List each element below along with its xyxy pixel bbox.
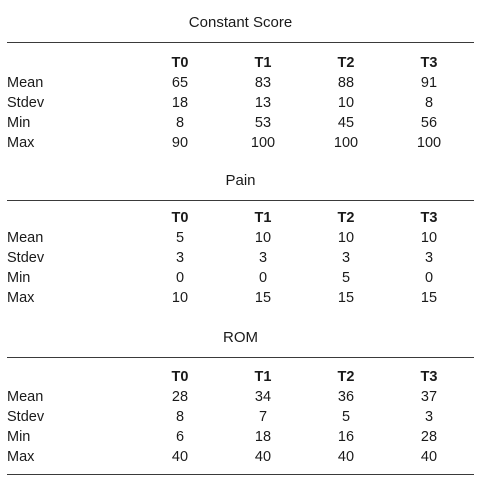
table-row: Max 90 100 100 100 <box>7 134 474 153</box>
table-row: Max 10 15 15 15 <box>7 289 474 308</box>
table-cell: 34 <box>254 389 272 405</box>
table-cell: 0 <box>175 270 185 286</box>
table-cell: 65 <box>171 75 189 91</box>
table-row: Mean 28 34 36 37 <box>7 388 474 407</box>
column-header: T3 <box>420 55 438 71</box>
table-row: Stdev 8 7 5 3 <box>7 408 474 427</box>
table-row: Mean 5 10 10 10 <box>7 229 474 248</box>
section-title: ROM <box>223 329 258 346</box>
table-cell: 56 <box>420 115 438 131</box>
column-header: T2 <box>337 55 355 71</box>
table-row: Stdev 3 3 3 3 <box>7 249 474 268</box>
table-cell: 10 <box>254 230 272 246</box>
table-cell: 15 <box>420 290 438 306</box>
column-header-row: T0 T1 T2 T3 <box>7 368 474 387</box>
column-header-row: T0 T1 T2 T3 <box>7 54 474 73</box>
table-cell: 88 <box>337 75 355 91</box>
table-cell: 5 <box>175 230 185 246</box>
row-label: Min <box>7 115 31 131</box>
table-cell: 0 <box>424 270 434 286</box>
row-label: Max <box>7 135 35 151</box>
table-cell: 28 <box>420 429 438 445</box>
row-label: Mean <box>7 389 44 405</box>
table-cell: 7 <box>258 409 268 425</box>
table-row: Stdev 18 13 10 8 <box>7 94 474 113</box>
table-cell: 3 <box>341 250 351 266</box>
table-cell: 18 <box>254 429 272 445</box>
column-header: T2 <box>337 369 355 385</box>
table-cell: 40 <box>337 449 355 465</box>
row-label: Max <box>7 290 35 306</box>
row-label: Mean <box>7 75 44 91</box>
table-cell: 100 <box>250 135 276 151</box>
column-header: T3 <box>420 210 438 226</box>
table-cell: 40 <box>420 449 438 465</box>
table-cell: 6 <box>175 429 185 445</box>
column-header: T1 <box>254 210 272 226</box>
row-label: Min <box>7 429 31 445</box>
table-cell: 3 <box>258 250 268 266</box>
table-row: Max 40 40 40 40 <box>7 448 474 467</box>
table-cell: 40 <box>254 449 272 465</box>
section-divider <box>7 200 474 201</box>
table-cell: 15 <box>254 290 272 306</box>
row-label: Stdev <box>7 95 45 111</box>
table-cell: 10 <box>420 230 438 246</box>
column-header: T3 <box>420 369 438 385</box>
table-row: Min 8 53 45 56 <box>7 114 474 133</box>
table-cell: 3 <box>175 250 185 266</box>
column-header-row: T0 T1 T2 T3 <box>7 209 474 228</box>
section-title: Pain <box>225 172 256 189</box>
table-cell: 15 <box>337 290 355 306</box>
table-cell: 3 <box>424 250 434 266</box>
table-cell: 83 <box>254 75 272 91</box>
table-cell: 100 <box>333 135 359 151</box>
table-cell: 18 <box>171 95 189 111</box>
table-cell: 8 <box>175 115 185 131</box>
table-cell: 10 <box>171 290 189 306</box>
table-bottom-rule <box>7 474 474 475</box>
section-divider <box>7 357 474 358</box>
table-cell: 8 <box>424 95 434 111</box>
row-label: Stdev <box>7 250 45 266</box>
table-cell: 100 <box>416 135 442 151</box>
column-header: T0 <box>171 210 189 226</box>
table-cell: 36 <box>337 389 355 405</box>
table-cell: 3 <box>424 409 434 425</box>
table-cell: 10 <box>337 230 355 246</box>
table-cell: 45 <box>337 115 355 131</box>
row-label: Min <box>7 270 31 286</box>
table-cell: 53 <box>254 115 272 131</box>
table-cell: 0 <box>258 270 268 286</box>
table-cell: 40 <box>171 449 189 465</box>
column-header: T2 <box>337 210 355 226</box>
column-header: T1 <box>254 55 272 71</box>
table-cell: 90 <box>171 135 189 151</box>
table-cell: 28 <box>171 389 189 405</box>
table-cell: 91 <box>420 75 438 91</box>
table-cell: 8 <box>175 409 185 425</box>
table-cell: 10 <box>337 95 355 111</box>
column-header: T0 <box>171 55 189 71</box>
section-title: Constant Score <box>188 14 293 31</box>
row-label: Stdev <box>7 409 45 425</box>
row-label: Max <box>7 449 35 465</box>
section-divider <box>7 42 474 43</box>
table-cell: 37 <box>420 389 438 405</box>
table-cell: 16 <box>337 429 355 445</box>
table-cell: 5 <box>341 270 351 286</box>
table-cell: 13 <box>254 95 272 111</box>
table-cell: 5 <box>341 409 351 425</box>
column-header: T1 <box>254 369 272 385</box>
table-row: Min 6 18 16 28 <box>7 428 474 447</box>
column-header: T0 <box>171 369 189 385</box>
table-row: Min 0 0 5 0 <box>7 269 474 288</box>
table-row: Mean 65 83 88 91 <box>7 74 474 93</box>
row-label: Mean <box>7 230 44 246</box>
